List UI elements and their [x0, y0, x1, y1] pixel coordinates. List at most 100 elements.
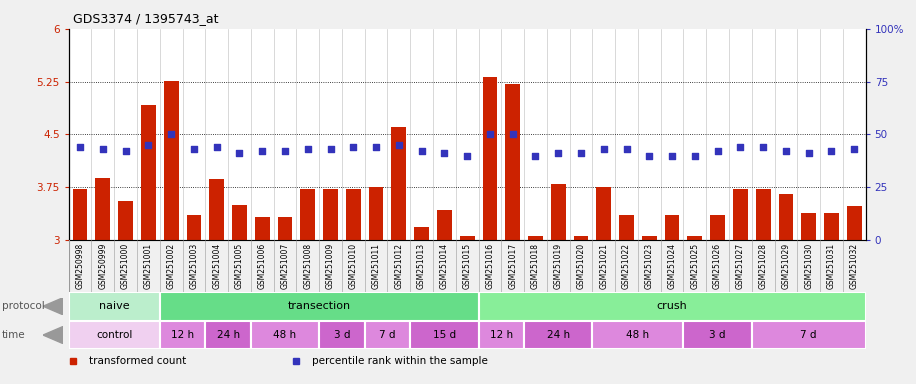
Text: 7 d: 7 d: [379, 330, 396, 340]
Bar: [483, 77, 497, 240]
Text: transformed count: transformed count: [89, 356, 186, 366]
Point: [164, 131, 179, 137]
Bar: [733, 189, 747, 240]
Text: control: control: [96, 330, 133, 340]
Bar: [365, 321, 410, 349]
Text: GSM251024: GSM251024: [668, 243, 677, 289]
Point: [551, 151, 565, 157]
Bar: [642, 237, 657, 240]
Text: GSM251018: GSM251018: [531, 243, 540, 289]
Bar: [756, 189, 770, 240]
Bar: [478, 321, 524, 349]
Text: 24 h: 24 h: [547, 330, 570, 340]
Text: protocol: protocol: [2, 301, 45, 311]
Bar: [414, 227, 429, 240]
Text: GSM251008: GSM251008: [303, 243, 312, 289]
Text: GSM251032: GSM251032: [850, 243, 858, 289]
Bar: [802, 213, 816, 240]
Text: GSM251023: GSM251023: [645, 243, 654, 289]
Text: GSM251001: GSM251001: [144, 243, 153, 289]
Text: GSM251029: GSM251029: [781, 243, 791, 289]
Bar: [391, 127, 407, 240]
Text: GSM251006: GSM251006: [257, 243, 267, 289]
Text: crush: crush: [657, 301, 687, 311]
Point: [506, 131, 520, 137]
Text: GSM251015: GSM251015: [463, 243, 472, 289]
Point: [847, 146, 862, 152]
Bar: [460, 237, 474, 240]
Text: 12 h: 12 h: [490, 330, 513, 340]
Text: GSM251010: GSM251010: [349, 243, 358, 289]
Point: [369, 144, 384, 150]
Bar: [779, 194, 793, 240]
Bar: [619, 215, 634, 240]
Bar: [528, 237, 543, 240]
Point: [733, 144, 747, 150]
Bar: [846, 206, 862, 240]
Bar: [752, 321, 866, 349]
Text: GSM251031: GSM251031: [827, 243, 836, 289]
Point: [414, 148, 429, 154]
Text: GSM251007: GSM251007: [280, 243, 289, 289]
Text: GSM250998: GSM250998: [76, 243, 84, 289]
Point: [665, 152, 680, 159]
Bar: [824, 213, 839, 240]
Bar: [72, 189, 88, 240]
Point: [278, 148, 292, 154]
Bar: [118, 201, 133, 240]
Text: GSM251000: GSM251000: [121, 243, 130, 289]
Text: GSM251005: GSM251005: [235, 243, 244, 289]
Bar: [141, 105, 156, 240]
Text: GSM251014: GSM251014: [440, 243, 449, 289]
Point: [323, 146, 338, 152]
Bar: [683, 321, 752, 349]
Bar: [710, 215, 725, 240]
Text: GSM251025: GSM251025: [691, 243, 699, 289]
Bar: [593, 321, 683, 349]
Bar: [69, 292, 159, 321]
Bar: [159, 321, 205, 349]
Bar: [278, 217, 292, 240]
Bar: [232, 205, 247, 240]
Text: 3 d: 3 d: [709, 330, 725, 340]
Text: GSM251021: GSM251021: [599, 243, 608, 289]
Bar: [255, 217, 269, 240]
Text: 48 h: 48 h: [627, 330, 649, 340]
Point: [756, 144, 770, 150]
Text: GSM251016: GSM251016: [485, 243, 495, 289]
Point: [118, 148, 133, 154]
Bar: [95, 178, 110, 240]
Text: naive: naive: [99, 301, 129, 311]
Bar: [437, 210, 452, 240]
Point: [802, 151, 816, 157]
Point: [187, 146, 202, 152]
Point: [688, 152, 703, 159]
Bar: [410, 321, 478, 349]
Point: [95, 146, 110, 152]
Bar: [524, 321, 593, 349]
Text: GDS3374 / 1395743_at: GDS3374 / 1395743_at: [73, 12, 219, 25]
Text: GSM251026: GSM251026: [714, 243, 722, 289]
Point: [573, 151, 588, 157]
Text: percentile rank within the sample: percentile rank within the sample: [311, 356, 487, 366]
Point: [141, 142, 156, 148]
Text: GSM251028: GSM251028: [758, 243, 768, 289]
Polygon shape: [43, 298, 63, 315]
Text: 3 d: 3 d: [333, 330, 350, 340]
Point: [460, 152, 474, 159]
Text: 7 d: 7 d: [801, 330, 817, 340]
Text: GSM251020: GSM251020: [576, 243, 585, 289]
Point: [300, 146, 315, 152]
Text: GSM251027: GSM251027: [736, 243, 745, 289]
Bar: [251, 321, 319, 349]
Point: [710, 148, 725, 154]
Text: transection: transection: [288, 301, 351, 311]
Bar: [551, 184, 566, 240]
Polygon shape: [43, 326, 63, 344]
Text: GSM251022: GSM251022: [622, 243, 631, 289]
Bar: [159, 292, 478, 321]
Point: [619, 146, 634, 152]
Bar: [319, 321, 365, 349]
Text: GSM251012: GSM251012: [395, 243, 403, 289]
Text: GSM251030: GSM251030: [804, 243, 813, 289]
